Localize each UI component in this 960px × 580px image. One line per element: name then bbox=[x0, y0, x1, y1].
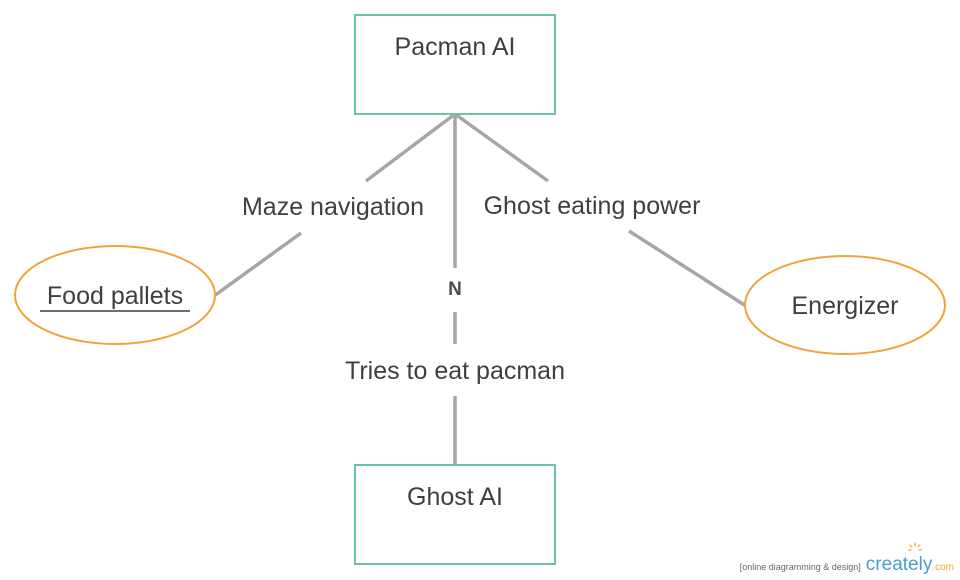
connector-ghost-eating-power-to-energizer bbox=[628, 229, 747, 308]
cardinality-label: N bbox=[448, 279, 462, 300]
attribute-ellipse bbox=[14, 245, 216, 345]
sun-icon bbox=[907, 542, 922, 551]
attribute-food-pallets[interactable]: Food pallets bbox=[14, 245, 216, 345]
attribute-energizer[interactable]: Energizer bbox=[744, 255, 946, 355]
connector-maze-navigation-to-food-pallets bbox=[212, 231, 303, 298]
watermark-brand-ext: .com bbox=[932, 562, 954, 573]
creately-logo: creately.com bbox=[865, 542, 954, 576]
relationship-maze-navigation[interactable]: Maze navigation bbox=[242, 193, 424, 221]
entity-label: Ghost AI bbox=[407, 483, 503, 511]
entity-box bbox=[354, 464, 556, 565]
attribute-label: Energizer bbox=[792, 292, 899, 320]
attribute-label: Food pallets bbox=[47, 282, 183, 310]
connector-pacman-to-ghost-eating-power bbox=[453, 112, 550, 183]
entity-ghost-ai[interactable]: Ghost AI bbox=[354, 464, 556, 565]
watermark-tagline: [online diagramming & design] bbox=[739, 562, 861, 572]
creately-watermark: [online diagramming & design] creately.c… bbox=[739, 542, 954, 576]
connector-pacman-to-maze-navigation bbox=[364, 112, 457, 183]
connectors bbox=[212, 112, 747, 465]
entity-box bbox=[354, 14, 556, 115]
relationship-tries-to-eat-pacman[interactable]: Tries to eat pacman bbox=[345, 357, 565, 385]
attribute-ellipse bbox=[744, 255, 946, 355]
entity-label: Pacman AI bbox=[395, 33, 516, 61]
watermark-brand: creately bbox=[865, 554, 933, 575]
relationship-ghost-eating-power[interactable]: Ghost eating power bbox=[484, 192, 701, 220]
entity-pacman-ai[interactable]: Pacman AI bbox=[354, 14, 556, 115]
